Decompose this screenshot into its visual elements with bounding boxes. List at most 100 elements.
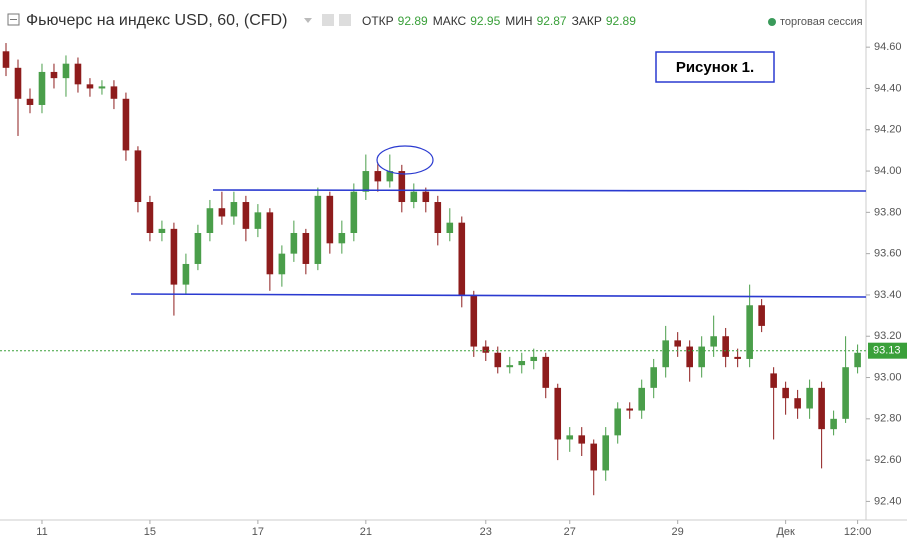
- candle-body: [326, 195, 334, 244]
- candle-body: [338, 232, 346, 244]
- candle-body: [266, 212, 274, 275]
- highlight-ellipse: [376, 145, 434, 175]
- candle-body: [362, 171, 370, 192]
- candle-body: [50, 71, 58, 79]
- candle-body: [554, 387, 562, 440]
- stats: ОТКР 92.89 МАКС 92.95 МИН 92.87 ЗАКР 92.89: [362, 14, 636, 28]
- candle-body: [134, 150, 142, 203]
- candle-body: [758, 305, 765, 326]
- candle-body: [14, 67, 22, 99]
- stat-value: 92.87: [537, 14, 567, 28]
- candle-body: [230, 202, 238, 217]
- candle-body: [350, 191, 358, 233]
- candle-body: [566, 435, 574, 440]
- settings-icon[interactable]: [322, 14, 334, 26]
- candle-body: [146, 202, 154, 233]
- trend-line: [212, 189, 867, 192]
- candle-body: [290, 232, 298, 254]
- candle-body: [218, 208, 226, 217]
- candle-body: [698, 346, 705, 368]
- stat-label: ОТКР: [362, 14, 394, 28]
- candle-body: [614, 408, 622, 436]
- candle-body: [626, 408, 634, 411]
- candle-body: [374, 171, 382, 182]
- y-tick-label: 93.00: [874, 371, 902, 383]
- candle-body: [518, 361, 526, 366]
- candle-body: [398, 171, 406, 203]
- x-tick-label: 23: [480, 526, 492, 538]
- session-label: торговая сессия: [780, 16, 863, 28]
- candle-body: [842, 367, 849, 419]
- dropdown-icon[interactable]: [304, 18, 312, 23]
- candle-body: [590, 443, 598, 471]
- candle-body: [446, 222, 454, 233]
- candle-body: [434, 202, 442, 233]
- plot-area: [2, 43, 861, 496]
- candle-body: [206, 208, 214, 233]
- candle-body: [386, 171, 394, 182]
- last-price-label: 93.13: [873, 345, 901, 357]
- candle-body: [806, 387, 813, 409]
- candle-body: [710, 336, 717, 347]
- x-tick-label: 17: [252, 526, 264, 538]
- trend-line: [130, 293, 867, 298]
- candle-body: [530, 356, 538, 362]
- candle-body: [254, 212, 262, 229]
- y-tick-label: 94.20: [874, 124, 902, 136]
- y-tick-label: 92.40: [874, 495, 902, 507]
- candle-body: [674, 340, 681, 347]
- x-tick-label: Дек: [776, 526, 795, 538]
- y-tick-label: 92.60: [874, 454, 902, 466]
- x-tick-label: 29: [672, 526, 684, 538]
- x-tick-label: 21: [360, 526, 372, 538]
- candle-body: [158, 228, 166, 233]
- candle-body: [26, 98, 34, 105]
- candle-body: [830, 418, 837, 430]
- candle-body: [494, 352, 502, 368]
- candle-body: [746, 305, 753, 359]
- candle-body: [182, 263, 190, 285]
- candle-body: [794, 398, 801, 409]
- y-tick-label: 94.40: [874, 82, 902, 94]
- last-price-badge: [868, 342, 907, 359]
- candle-body: [242, 202, 250, 229]
- candle-body: [506, 365, 514, 368]
- candle-body: [194, 232, 202, 264]
- candle-body: [602, 435, 610, 471]
- candle-body: [302, 232, 310, 264]
- stat-value: 92.95: [470, 14, 500, 28]
- x-tick-label: 12:00: [844, 526, 872, 538]
- candle-body: [782, 387, 789, 399]
- candle-body: [578, 435, 586, 444]
- annotation: Рисунок 1.: [676, 59, 754, 76]
- candle-body: [662, 340, 669, 368]
- candle-body: [722, 336, 729, 357]
- y-tick-label: 93.20: [874, 330, 902, 342]
- candle-body: [122, 98, 130, 151]
- chart-title: Фьючерс на индекс USD, 60, (CFD): [26, 12, 287, 29]
- candle-body: [542, 356, 550, 388]
- collapse-icon[interactable]: [7, 13, 20, 26]
- y-tick-label: 94.60: [874, 41, 902, 53]
- candle-body: [422, 191, 430, 203]
- candle-body: [38, 71, 46, 105]
- x-tick-label: 27: [564, 526, 576, 538]
- candle-body: [734, 356, 741, 359]
- candle-body: [314, 195, 322, 264]
- candle-body: [470, 294, 478, 347]
- candle-body: [650, 367, 657, 388]
- settings-icon[interactable]: [339, 14, 351, 26]
- candle-body: [86, 84, 94, 89]
- candle-body: [686, 346, 693, 368]
- x-tick-label: 15: [144, 526, 156, 538]
- y-tick-label: 93.40: [874, 289, 902, 301]
- candle-body: [818, 387, 825, 430]
- y-tick-label: 93.80: [874, 206, 902, 218]
- candle-body: [458, 222, 466, 295]
- session-dot: [768, 18, 776, 26]
- candle-body: [98, 86, 106, 89]
- stat-value: 92.89: [398, 14, 428, 28]
